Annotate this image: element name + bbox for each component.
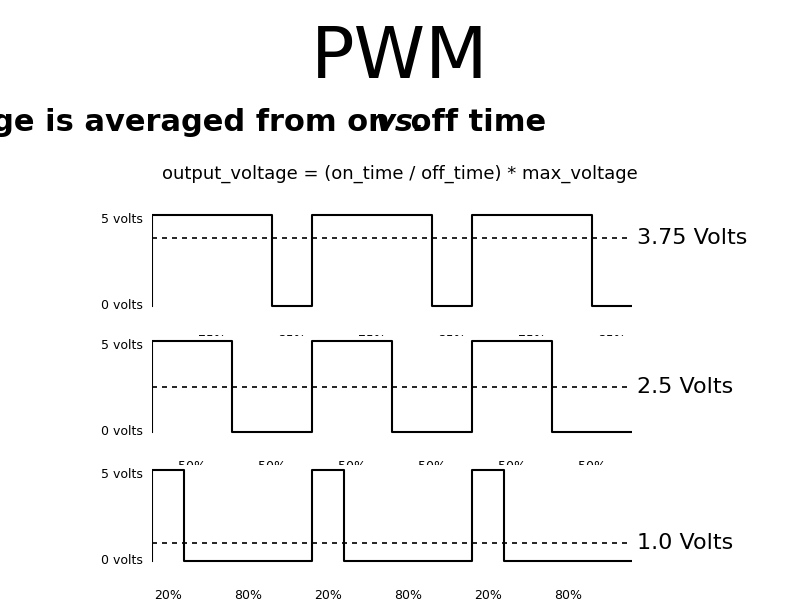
Text: 25%: 25% xyxy=(278,334,306,347)
Text: 1.0 Volts: 1.0 Volts xyxy=(637,533,733,553)
Text: 5 volts: 5 volts xyxy=(101,212,142,226)
Text: 2.5 Volts: 2.5 Volts xyxy=(637,377,733,397)
Text: 25%: 25% xyxy=(598,334,626,347)
Text: 20%: 20% xyxy=(154,589,182,600)
Text: PWM: PWM xyxy=(311,24,489,93)
Text: 75%: 75% xyxy=(198,334,226,347)
Text: 0 volts: 0 volts xyxy=(101,425,142,439)
Text: 25%: 25% xyxy=(438,334,466,347)
Text: 80%: 80% xyxy=(394,589,422,600)
Text: 50%: 50% xyxy=(578,460,606,473)
Text: 0 volts: 0 volts xyxy=(101,299,142,313)
Text: vs.: vs. xyxy=(375,108,425,137)
Text: 75%: 75% xyxy=(518,334,546,347)
Text: 80%: 80% xyxy=(554,589,582,600)
Text: 50%: 50% xyxy=(178,460,206,473)
Text: Output voltage is averaged from on: Output voltage is averaged from on xyxy=(0,108,400,137)
Text: 5 volts: 5 volts xyxy=(101,338,142,352)
Text: 3.75 Volts: 3.75 Volts xyxy=(637,228,747,248)
Text: 50%: 50% xyxy=(338,460,366,473)
Text: 50%: 50% xyxy=(418,460,446,473)
Text: 5 volts: 5 volts xyxy=(101,467,142,481)
Text: 0 volts: 0 volts xyxy=(101,554,142,568)
Text: 75%: 75% xyxy=(358,334,386,347)
Text: 20%: 20% xyxy=(474,589,502,600)
Text: output_voltage = (on_time / off_time) * max_voltage: output_voltage = (on_time / off_time) * … xyxy=(162,165,638,183)
Text: 50%: 50% xyxy=(498,460,526,473)
Text: 80%: 80% xyxy=(234,589,262,600)
Text: 50%: 50% xyxy=(258,460,286,473)
Text: 20%: 20% xyxy=(314,589,342,600)
Text: off time: off time xyxy=(400,108,546,137)
